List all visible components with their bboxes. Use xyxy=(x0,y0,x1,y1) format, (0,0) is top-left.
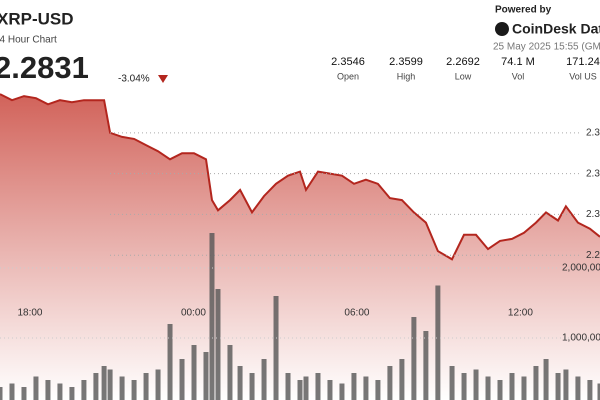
volume-bar xyxy=(261,359,267,400)
x-tick-label: 00:00 xyxy=(181,308,206,319)
volume-bar xyxy=(297,380,303,400)
x-tick-label: 12:00 xyxy=(508,308,533,319)
volume-bar xyxy=(387,366,393,400)
volume-bar xyxy=(597,383,600,400)
y-tick-label: 2.3 xyxy=(586,127,600,138)
volume-bar xyxy=(93,373,99,400)
y-tick-label: 2.2 xyxy=(586,250,600,261)
y2-tick-label: 1,000,00 xyxy=(562,333,600,344)
timestamp: 25 May 2025 15:55 (GM xyxy=(493,42,600,53)
volume-bar xyxy=(9,383,15,400)
volume-bar xyxy=(119,376,125,400)
volume-bar xyxy=(461,373,467,400)
stat-value: 74.1 M xyxy=(501,56,535,68)
volume-bar xyxy=(203,352,209,400)
volume-bar xyxy=(473,369,479,400)
brand: CoinDesk Dat xyxy=(512,21,600,37)
chart-title: XRP-USD xyxy=(0,9,74,28)
volume-bar xyxy=(423,331,429,400)
volume-bar xyxy=(339,383,345,400)
volume-bar xyxy=(575,376,581,400)
y2-tick-label: 2,000,00 xyxy=(562,263,600,274)
volume-bar xyxy=(209,233,215,400)
stat-label: Vol US xyxy=(569,71,597,81)
stat-label: High xyxy=(397,71,416,81)
volume-bar xyxy=(249,373,255,400)
volume-bar xyxy=(69,387,75,400)
volume-bar xyxy=(351,373,357,400)
volume-bar xyxy=(543,359,549,400)
y-tick-label: 2.3 xyxy=(586,209,600,220)
x-tick-label: 06:00 xyxy=(344,308,369,319)
volume-bar xyxy=(237,366,243,400)
volume-bar xyxy=(399,359,405,400)
volume-bar xyxy=(563,369,569,400)
volume-bar xyxy=(533,366,539,400)
volume-bar xyxy=(81,380,87,400)
x-tick-label: 18:00 xyxy=(17,308,42,319)
volume-bar xyxy=(435,285,441,400)
powered-by: Powered by xyxy=(495,5,552,16)
volume-bar xyxy=(21,387,27,400)
volume-bar xyxy=(497,380,503,400)
stat-value: 171.24 xyxy=(566,56,600,68)
volume-bar xyxy=(215,289,221,400)
volume-bar xyxy=(167,324,173,400)
volume-bar xyxy=(587,380,593,400)
volume-bar xyxy=(33,376,39,400)
volume-bar xyxy=(327,380,333,400)
volume-bar xyxy=(0,387,3,400)
subtitle: 24 Hour Chart xyxy=(0,35,57,46)
volume-bar xyxy=(315,373,321,400)
volume-bar xyxy=(131,380,137,400)
volume-bar xyxy=(57,383,63,400)
volume-bar xyxy=(509,373,515,400)
volume-bar xyxy=(485,376,491,400)
volume-bar xyxy=(411,317,417,400)
volume-bar xyxy=(45,380,51,400)
stat-label: Vol xyxy=(512,71,525,81)
volume-bar xyxy=(179,359,185,400)
volume-bar xyxy=(101,366,107,400)
volume-bar xyxy=(107,369,113,400)
price-area xyxy=(0,94,600,400)
volume-bar xyxy=(227,345,233,400)
volume-bar xyxy=(375,380,381,400)
volume-bar xyxy=(273,296,279,400)
volume-bar xyxy=(303,376,309,400)
stat-value: 2.3599 xyxy=(389,56,423,68)
stat-value: 2.3546 xyxy=(331,56,365,68)
price: 2.2831 xyxy=(0,50,89,85)
volume-bar xyxy=(143,373,149,400)
volume-bar xyxy=(191,345,197,400)
stat-label: Low xyxy=(455,71,472,81)
stat-label: Open xyxy=(337,71,359,81)
volume-bar xyxy=(285,373,291,400)
volume-bar xyxy=(521,376,527,400)
brand-logo xyxy=(495,22,509,36)
stat-value: 2.2692 xyxy=(446,56,480,68)
down-arrow xyxy=(158,75,168,83)
volume-bar xyxy=(449,366,455,400)
volume-bar xyxy=(155,369,161,400)
change: -3.04% xyxy=(118,74,150,85)
volume-bar xyxy=(555,373,561,400)
volume-bar xyxy=(363,376,369,400)
y-tick-label: 2.3 xyxy=(586,168,600,179)
